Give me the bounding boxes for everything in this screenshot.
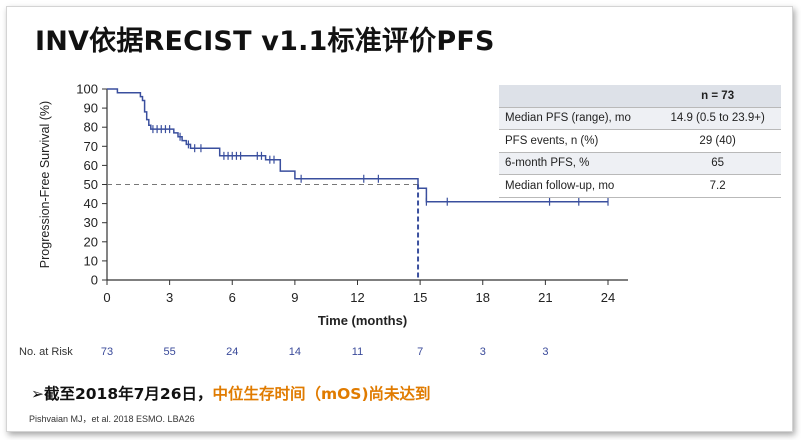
x-tick-label: 6 — [229, 290, 236, 305]
risk-value: 24 — [226, 346, 239, 358]
x-tick-label: 21 — [538, 290, 552, 305]
risk-value: 11 — [351, 346, 364, 358]
y-tick-label: 30 — [84, 215, 98, 230]
y-tick-label: 0 — [91, 273, 98, 288]
risk-value: 7 — [417, 346, 424, 358]
risk-value: 73 — [100, 346, 114, 358]
x-tick-label: 18 — [476, 290, 490, 305]
row-label-median-pfs: Median PFS (range), mo — [499, 107, 655, 130]
summary-header-n: n = 73 — [654, 85, 781, 108]
risk-value: 3 — [479, 346, 486, 358]
row-value-6-month-pfs: 65 — [654, 152, 781, 175]
y-tick-label: 10 — [84, 253, 98, 268]
x-tick-label: 0 — [103, 290, 110, 305]
y-axis-label: Progression-Free Survival (%) — [38, 101, 52, 268]
slide: INV依据RECIST v1.1标准评价PFS 0 10 20 30 40 50 60 70 8… — [6, 6, 793, 432]
table-row: PFS events, n (%) 29 (40) — [499, 129, 781, 153]
table-row: Median PFS (range), mo 14.9 (0.5 to 23.9… — [499, 107, 781, 130]
risk-value: 55 — [163, 346, 176, 358]
x-tick-label: 12 — [350, 290, 364, 305]
y-tick-label: 60 — [84, 158, 98, 173]
x-tick-label: 15 — [413, 290, 427, 305]
row-value-pfs-events: 29 (40) — [654, 129, 781, 153]
slide-title: INV依据RECIST v1.1标准评价PFS — [35, 26, 495, 57]
row-label-median-follow-up: Median follow-up, mo — [499, 174, 655, 198]
y-tick-label: 100 — [76, 82, 98, 97]
bullet-prefix: ➢截至2018年7月26日， — [31, 385, 213, 403]
row-value-median-follow-up: 7.2 — [654, 174, 781, 198]
y-tick-label: 40 — [84, 196, 98, 211]
row-label-pfs-events: PFS events, n (%) — [499, 129, 655, 153]
summary-header-blank — [499, 85, 655, 108]
x-tick-label: 3 — [166, 290, 173, 305]
x-tick-label: 24 — [601, 290, 615, 305]
x-axis-label: Time (months) — [318, 313, 407, 328]
table-row: Median follow-up, mo 7.2 — [499, 174, 781, 198]
risk-value: 14 — [288, 346, 301, 358]
risk-table-label: No. at Risk — [19, 346, 73, 358]
row-label-6-month-pfs: 6-month PFS, % — [499, 152, 655, 175]
x-tick-label: 9 — [291, 290, 298, 305]
pfs-chart: 0 10 20 30 40 50 60 70 80 90 100 0 3 6 9 12 15 18 21 24 Time… — [38, 82, 628, 328]
conclusion-bullet: ➢截至2018年7月26日，中位生存时间（mOS)尚未达到 — [31, 382, 431, 404]
risk-value: 3 — [542, 346, 549, 358]
summary-header-row: n = 73 — [499, 85, 781, 108]
row-value-median-pfs: 14.9 (0.5 to 23.9+) — [654, 107, 781, 130]
citation: Pishvaian MJ，et al. 2018 ESMO. LBA26 — [29, 414, 195, 424]
summary-table: n = 73 Median PFS (range), mo 14.9 (0.5 … — [499, 85, 781, 198]
bullet-highlight: 中位生存时间（mOS)尚未达到 — [212, 385, 431, 403]
table-row: 6-month PFS, % 65 — [499, 152, 781, 175]
y-tick-label: 20 — [84, 234, 98, 249]
y-tick-label: 70 — [84, 139, 98, 154]
y-tick-label: 80 — [84, 120, 98, 135]
chart-plot: 0 10 20 30 40 50 60 70 80 90 100 0 3 6 9 12 15 18 21 24 Time… — [38, 82, 628, 328]
y-tick-label: 90 — [84, 101, 98, 116]
y-tick-label: 50 — [84, 177, 98, 192]
